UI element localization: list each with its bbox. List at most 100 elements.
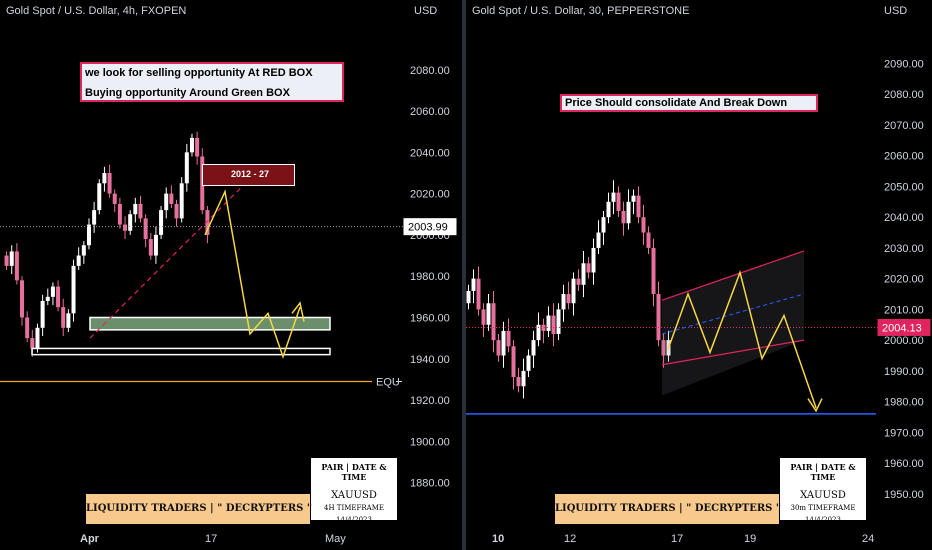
x-tick-label: 12	[564, 533, 576, 545]
candle-body	[536, 324, 541, 341]
candle-body	[50, 286, 55, 297]
candle-body	[61, 307, 66, 328]
y-tick-label: 1980.00	[884, 397, 924, 409]
y-tick-label: 2040.00	[884, 212, 924, 224]
channel-lower	[661, 339, 805, 366]
candle-body	[561, 294, 566, 310]
candle-body	[123, 224, 128, 231]
last-price-tag	[403, 218, 457, 236]
candle-body	[626, 201, 631, 224]
candle-body	[576, 278, 581, 285]
candle-body	[92, 210, 97, 225]
y-tick-label: 2080.00	[410, 65, 450, 77]
y-tick-label: 1990.00	[884, 366, 924, 378]
red-box[interactable]: 2012 - 27	[202, 164, 295, 186]
candle-body	[566, 294, 571, 304]
candle-body	[179, 183, 184, 219]
last-price-tag	[877, 318, 931, 336]
candle-body	[656, 294, 661, 341]
candle-body	[541, 324, 546, 331]
chart-right-title: Gold Spot / U.S. Dollar, 30, PEPPERSTONE	[472, 5, 690, 17]
channel-fill	[662, 250, 804, 396]
last-price-label: 2003.99	[408, 222, 448, 234]
y-tick-label: 2050.00	[884, 181, 924, 193]
candle-body	[164, 193, 169, 211]
y-tick-label: 1960.00	[410, 312, 450, 324]
info-date: 14/4/2023	[805, 516, 841, 524]
candle-body	[571, 278, 576, 304]
projection-path	[667, 270, 817, 409]
info-symbol: XAUUSD	[331, 490, 377, 501]
candle-body	[546, 315, 551, 331]
info-timeframe: 30m TIMEFRAME	[790, 504, 856, 512]
candle-body	[586, 263, 591, 273]
candle-body	[169, 193, 174, 204]
candle-body	[159, 210, 164, 235]
candle-body	[184, 152, 189, 184]
x-tick-label: Apr	[80, 533, 100, 545]
x-tick-label: 24	[862, 533, 874, 545]
candle-body	[491, 303, 496, 341]
chart-left[interactable]: 2080.00 2060.00 2040.00 2020.00 2000.00 1980.…	[0, 0, 462, 550]
info-header: PAIR | DATE & TIME	[321, 462, 387, 482]
y-tick-label: 1900.00	[410, 436, 450, 448]
candle-body	[641, 217, 646, 233]
candle-body	[606, 201, 611, 218]
candle-body	[636, 195, 641, 218]
y-tick-label: 2080.00	[884, 89, 924, 101]
candle-body	[195, 137, 200, 157]
chart-right-canvas[interactable]: 2090.00 2080.00 2070.00 2060.00 2050.00 2040.…	[466, 0, 932, 550]
candle-body	[551, 315, 556, 334]
candle-body	[651, 247, 656, 295]
y-tick-label: 2030.00	[884, 243, 924, 255]
candle-body	[9, 251, 14, 266]
info-timeframe: 4H TIMEFRAME	[324, 504, 384, 512]
candle-body	[45, 296, 50, 301]
banner-left: LIQUIDITY TRADERS | " DECRYPTERS "	[86, 494, 312, 524]
candle-body	[596, 232, 601, 248]
info-header: PAIR | DATE & TIME	[790, 462, 856, 482]
candle-body	[646, 232, 651, 248]
projection-path	[204, 189, 301, 359]
candle-body	[189, 137, 194, 153]
candle-body	[97, 183, 102, 211]
annotation-line-1: we look for selling opportunity At RED B…	[85, 67, 313, 79]
candle-body	[40, 300, 45, 328]
candle-body	[621, 211, 626, 224]
chart-left-currency: USD	[414, 5, 438, 17]
info-box-right: PAIR | DATE & TIME XAUUSD 30m TIMEFRAME …	[780, 458, 866, 524]
y-tick-label: 2020.00	[884, 274, 924, 286]
red-box-label: 2012 - 27	[231, 169, 270, 179]
candle-body	[511, 346, 516, 378]
candle-body	[174, 203, 179, 219]
info-date: 14/4/2023	[336, 516, 372, 524]
x-tick-label: 17	[671, 533, 683, 545]
candle-body	[20, 280, 25, 318]
candle-body	[35, 327, 40, 349]
candle-body	[25, 317, 30, 339]
y-tick-label: 2060.00	[884, 151, 924, 163]
candle-body	[30, 338, 35, 349]
candle-body	[102, 172, 107, 184]
annotation-box-right[interactable]: Price Should consolidate And Break Down	[560, 94, 818, 112]
candle-body	[616, 192, 621, 212]
candle-body	[71, 265, 76, 314]
y-tick-label: 1880.00	[410, 478, 450, 490]
y-tick-label: 1970.00	[884, 427, 924, 439]
info-box-left: PAIR | DATE & TIME XAUUSD 4H TIMEFRAME 1…	[311, 458, 397, 524]
candle-body	[107, 172, 112, 194]
chart-right[interactable]: 2090.00 2080.00 2070.00 2060.00 2050.00 2040.…	[466, 0, 932, 550]
candle-body	[76, 255, 81, 266]
candle-body	[501, 330, 506, 356]
annotation-box-left[interactable]: we look for selling opportunity At RED B…	[80, 62, 344, 102]
candle-body	[471, 278, 476, 291]
y-tick-label: 1920.00	[410, 395, 450, 407]
projection-arrowhead	[291, 301, 305, 322]
y-tick-label: 1980.00	[410, 271, 450, 283]
annotation-note: Price Should consolidate And Break Down	[565, 97, 788, 109]
pane-divider[interactable]	[462, 0, 466, 550]
candle-body	[496, 340, 501, 356]
y-tick-label: 1940.00	[410, 354, 450, 366]
candle-body	[205, 210, 210, 235]
last-price-label: 2004.13	[882, 322, 922, 334]
